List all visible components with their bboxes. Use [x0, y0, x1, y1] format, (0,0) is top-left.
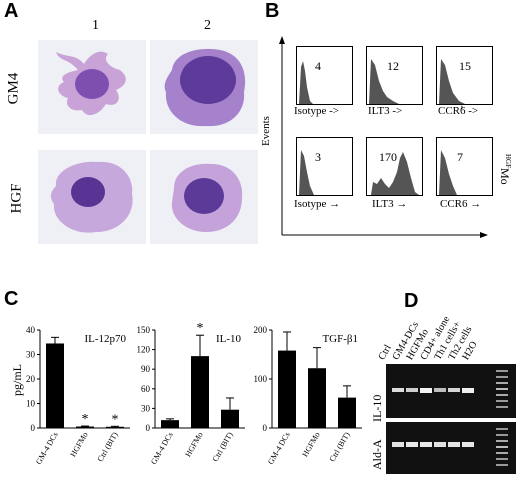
- gel-il10-label: IL-10: [370, 394, 384, 422]
- category-label: HGFMo: [183, 431, 204, 459]
- y-tick-label: 30: [26, 350, 36, 360]
- panel-a-col2-label: 2: [204, 18, 211, 33]
- significance-mark: *: [82, 412, 89, 427]
- histogram-gm4-isotype: 4: [296, 46, 353, 105]
- panel-b-row2-label: HGFMo: [497, 154, 512, 185]
- category-label: Ctrl (BIT): [211, 430, 235, 463]
- panel-b-row2-label-sup: HGF: [504, 154, 512, 169]
- bar: [76, 426, 94, 428]
- panel-b-y-axis-label: Events: [260, 116, 272, 146]
- histogram-gm4-ccr6: 15: [436, 46, 493, 105]
- bar: [221, 409, 239, 428]
- histogram-value: 7: [457, 150, 463, 164]
- category-label: HGFMo: [300, 431, 321, 459]
- histogram-gm4-ilt3: 12: [366, 46, 423, 105]
- bar: [308, 368, 326, 428]
- histogram-label: Isotype →: [294, 198, 341, 210]
- panel-c-letter: C: [4, 288, 19, 310]
- histogram-value: 4: [315, 59, 321, 73]
- y-tick-label: 30: [141, 403, 151, 413]
- panel-a-row2-label: HGF: [8, 183, 25, 214]
- micrograph-hgf-2: [150, 150, 258, 244]
- panel-a-letter: A: [4, 0, 19, 22]
- gel-alda-label: Ald-A: [370, 439, 384, 470]
- histogram-hgfmo-ilt3: 170: [366, 137, 423, 196]
- category-label: Ctrl (BIT): [328, 430, 352, 463]
- panel-d-letter: D: [404, 290, 419, 312]
- y-tick-label: 90: [141, 364, 151, 374]
- chart-title: IL-12p70: [84, 333, 126, 345]
- gel-lane-labels: Ctrl GM4-DCs HGFMo CD4+ alone Th1 cells+…: [376, 300, 520, 362]
- panel-b-row2-label-main: Mo: [498, 168, 512, 185]
- bar: [338, 397, 356, 428]
- y-tick-label: 200: [254, 325, 268, 335]
- histogram-label: ILT3 ->: [368, 105, 403, 117]
- histogram-value: 3: [315, 150, 321, 164]
- y-tick-label: 10: [26, 399, 36, 409]
- bar: [278, 350, 296, 428]
- panel-b-axes: [279, 36, 488, 238]
- histogram-label: CCR6 ->: [438, 105, 479, 117]
- category-label: GM-4 DCs: [266, 431, 292, 466]
- bar: [106, 426, 124, 428]
- panel-b-letter: B: [265, 0, 280, 22]
- micrograph-gm4-1: [38, 40, 146, 134]
- panel-a-col1-label: 1: [92, 18, 99, 33]
- y-tick-label: 20: [26, 374, 36, 384]
- histogram-hgfmo-ccr6: 7: [436, 137, 493, 196]
- y-tick-label: 0: [31, 423, 36, 433]
- bar: [191, 356, 209, 428]
- micrograph-gm4-2: [150, 40, 258, 134]
- histogram-label: Isotype ->: [294, 105, 339, 117]
- histogram-value: 12: [387, 59, 399, 73]
- lane-label: Ctrl: [376, 343, 394, 362]
- bar: [46, 343, 64, 428]
- y-tick-label: 100: [254, 374, 268, 384]
- y-tick-label: 0: [263, 423, 268, 433]
- chart-title: IL-10: [216, 333, 242, 345]
- gel-il10: [386, 364, 516, 418]
- y-tick-label: 60: [141, 384, 151, 394]
- chart-title: TGF-β1: [322, 333, 358, 345]
- significance-mark: *: [197, 321, 204, 336]
- category-label: HGFMo: [68, 431, 89, 459]
- micrograph-hgf-1: [38, 150, 146, 244]
- y-tick-label: 0: [146, 423, 151, 433]
- histogram-value: 170: [379, 150, 397, 164]
- category-label: GM-4 DCs: [149, 431, 175, 466]
- panel-c-charts: 0 10 20 30 40 IL-12p70 GM-4 DCs * HGFMo * Ctrl (BI…: [26, 321, 362, 466]
- category-label: Ctrl (BIT): [96, 430, 120, 463]
- y-tick-label: 40: [26, 325, 36, 335]
- bar: [161, 420, 179, 428]
- histogram-hgfmo-isotype: 3: [296, 137, 353, 196]
- histogram-label: CCR6 →: [440, 198, 482, 210]
- category-label: GM-4 DCs: [34, 431, 60, 466]
- panel-a-row1-label: GM4: [5, 72, 22, 105]
- histogram-value: 15: [459, 59, 471, 73]
- y-tick-label: 120: [137, 345, 151, 355]
- y-tick-label: 150: [137, 325, 151, 335]
- gel-alda: [386, 422, 516, 474]
- significance-mark: *: [112, 412, 119, 427]
- histogram-label: ILT3 →: [372, 198, 408, 210]
